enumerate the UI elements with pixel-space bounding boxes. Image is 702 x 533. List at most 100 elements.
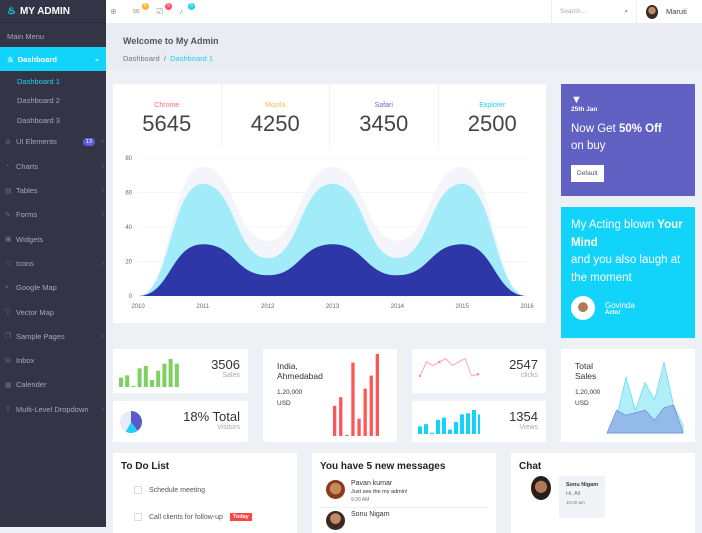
menu-icon: ◔ <box>5 162 10 170</box>
sidebar-subitem-dashboard-3[interactable]: Dashboard 3 <box>17 115 60 125</box>
line-point <box>418 374 422 378</box>
bar <box>460 414 464 434</box>
bar <box>131 386 136 387</box>
sidebar-item-sample-pages[interactable]: ❐ Sample Pages › <box>5 331 104 341</box>
bar <box>375 354 379 436</box>
line-point <box>476 373 480 376</box>
clicks-widget: 2547 clicks <box>412 349 546 393</box>
bar <box>137 368 142 387</box>
menu-icon: ✎ <box>5 211 11 219</box>
user-menu[interactable]: Maruti <box>646 0 687 23</box>
topbar: ⊕ ✉ 5 ☑ 5 ♪ 5 Search... ⌕ Maruti <box>106 0 702 23</box>
line-point <box>438 360 441 364</box>
message-item[interactable]: Pavan kumar Just see the my admin! 9:30 AM <box>320 480 488 508</box>
sidebar-subitem-dashboard-1[interactable]: Dashboard 1 <box>17 76 60 86</box>
sidebar-item-multi-level-dropdown[interactable]: ⇧ Multi-Level Dropdown › <box>5 404 104 414</box>
sales-widget: 3506 Sales <box>113 349 248 393</box>
chevron-right-icon: › <box>101 405 104 413</box>
chevron-right-icon: › <box>101 211 104 219</box>
y-tick-label: 20 <box>125 260 132 266</box>
menu-icon: ❐ <box>5 333 12 341</box>
x-tick-label: 2016 <box>520 304 534 310</box>
bar <box>345 435 349 436</box>
bar <box>369 375 373 436</box>
notification-badge: 5 <box>188 2 195 10</box>
bar <box>168 359 173 387</box>
search-input[interactable]: Search... ⌕ <box>551 0 637 23</box>
menu-icon: ⇧ <box>5 406 11 414</box>
sidebar-item-dashboard[interactable]: ♨ Dashboard ⌄ <box>0 47 106 72</box>
visitors-pie-chart <box>120 411 142 433</box>
sidebar-subitem-dashboard-2[interactable]: Dashboard 2 <box>17 96 60 106</box>
chevron-right-icon: › <box>101 187 104 195</box>
count-badge: 13 <box>82 137 95 146</box>
location-widget: India, Ahmedabad 1,20,000 USD <box>263 349 397 442</box>
sidebar-item-inbox[interactable]: ✉ Inbox <box>5 356 35 366</box>
x-tick-label: 2012 <box>261 304 275 310</box>
quote-text: My Acting blown Your Mind and you also la… <box>571 219 683 284</box>
quote-card: My Acting blown Your Mind and you also la… <box>561 207 695 338</box>
sidebar: ♨ MY ADMIN Main Menu ♨ Dashboard ⌄ Dashboar… <box>0 0 106 527</box>
avatar <box>571 296 595 320</box>
sidebar-item-vector-map[interactable]: ▽ Vector Map <box>5 307 54 317</box>
menu-icon: ⌖ <box>5 283 9 291</box>
collapse-menu-icon[interactable]: ⊕ <box>110 6 117 16</box>
browser-stats-card: Chrome 5645 Mozila 4250 Safari 3450 Explorer 25… <box>113 84 546 323</box>
bar <box>333 405 337 436</box>
tasks-icon: ☑ <box>156 6 164 16</box>
mail-icon: ✉ <box>133 6 140 16</box>
sidebar-item-widgets[interactable]: ▣ Widgets <box>5 234 44 244</box>
pie-slice <box>120 411 131 432</box>
todo-item[interactable]: Call clients for follow-up Today <box>134 513 289 521</box>
stat-safari: Safari 3450 <box>330 84 439 146</box>
visitors-widget: 18% Total Visitors <box>113 401 248 442</box>
notification-badge: 5 <box>165 2 172 10</box>
y-tick-label: 0 <box>129 294 133 300</box>
search-icon[interactable]: ⌕ <box>624 7 628 15</box>
default-button[interactable]: Default <box>571 165 604 182</box>
bar <box>150 380 154 387</box>
stat-explorer: Explorer 2500 <box>467 102 517 136</box>
avatar <box>326 511 345 530</box>
chat-message: Sonu Nigam Hi, All 10.00 am <box>531 476 687 518</box>
tasks-button[interactable]: ☑ 5 <box>153 2 175 19</box>
y-tick-label: 60 <box>125 191 132 197</box>
sidebar-item-forms[interactable]: ✎ Forms › <box>5 210 104 220</box>
sidebar-item-icons[interactable]: ☺ Icons › <box>5 258 104 268</box>
area-series-3 <box>138 244 527 296</box>
x-tick-label: 2013 <box>326 304 340 310</box>
menu-icon: ✉ <box>5 357 11 365</box>
bar <box>363 388 367 436</box>
sidebar-item-ui-elements[interactable]: ⊚ UI Elements 13 › <box>5 137 104 147</box>
bar <box>156 370 161 387</box>
bar <box>351 362 355 436</box>
menu-icon: ⊚ <box>5 138 11 146</box>
total-sales-area-chart <box>606 361 684 434</box>
x-tick-label: 2014 <box>391 304 405 310</box>
sidebar-item-calender[interactable]: ▦ Calender <box>5 380 47 390</box>
logo[interactable]: ♨ MY ADMIN <box>0 0 106 23</box>
bar <box>339 397 343 436</box>
checkbox[interactable] <box>134 486 142 494</box>
bar <box>162 363 167 387</box>
mail-button[interactable]: ✉ 5 <box>130 2 152 19</box>
y-tick-label: 40 <box>125 225 132 231</box>
messages-card: You have 5 new messages Pavan kumar Just … <box>312 453 496 533</box>
bell-button[interactable]: ♪ 5 <box>176 2 198 19</box>
menu-icon: ☺ <box>5 259 13 267</box>
location-bar-chart <box>333 354 379 436</box>
bar <box>466 413 470 434</box>
sidebar-item-charts[interactable]: ◔ Charts › <box>5 161 104 171</box>
sidebar-item-google-map[interactable]: ⌖ Google Map <box>5 283 57 293</box>
menu-icon: ▦ <box>5 381 12 389</box>
todo-item[interactable]: Schedule meeting <box>134 486 289 494</box>
sidebar-item-tables[interactable]: ▤ Tables › <box>5 186 104 196</box>
bar <box>357 418 361 436</box>
message-item[interactable]: Sonu Nigam <box>320 508 488 533</box>
menu-heading: Main Menu <box>7 32 45 41</box>
page-title: Welcome to My Admin <box>123 36 219 46</box>
bar <box>424 424 428 434</box>
total-sales-widget: Total Sales 1,20,000 USD <box>561 349 695 442</box>
checkbox[interactable] <box>134 513 142 521</box>
bar <box>430 432 434 434</box>
